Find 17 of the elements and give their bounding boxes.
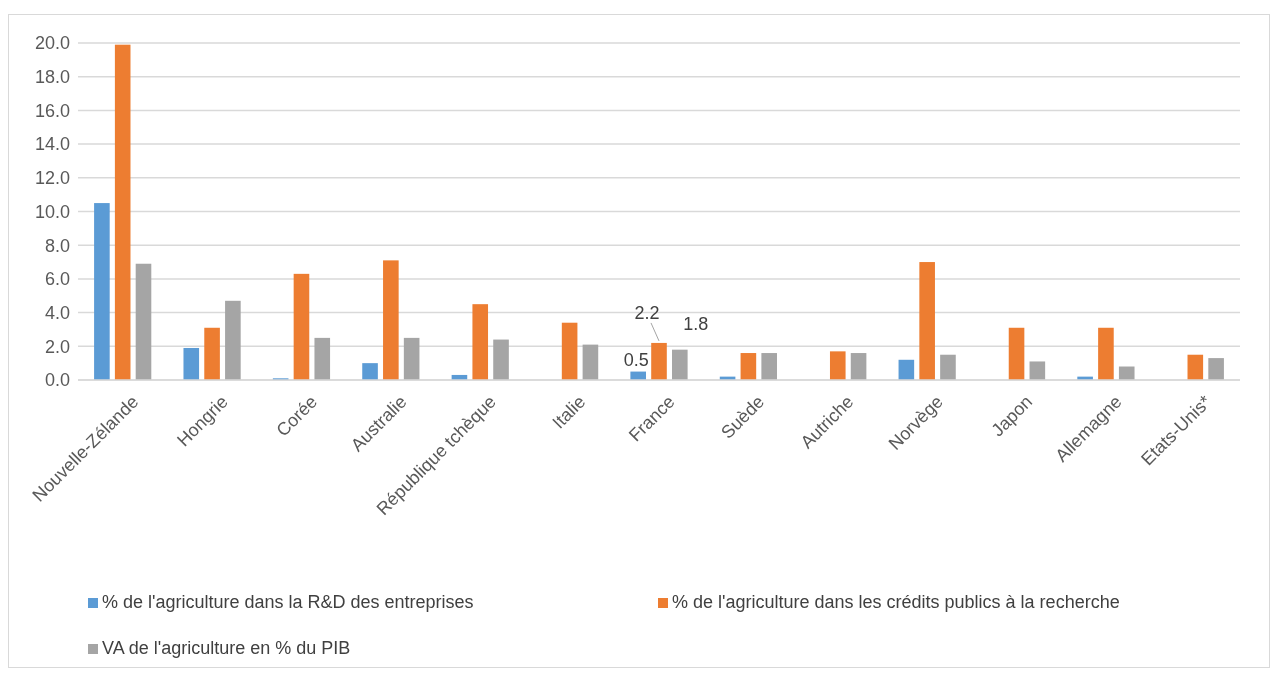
legend-label: VA de l'agriculture en % du PIB [102, 638, 351, 658]
data-label: 1.8 [683, 313, 709, 334]
y-tick-label: 10.0 [34, 201, 70, 222]
y-tick-label: 0.0 [44, 370, 70, 391]
y-tick-label: 12.0 [34, 168, 70, 189]
y-tick-label: 4.0 [44, 302, 70, 323]
y-tick-label: 20.0 [34, 33, 70, 54]
y-tick-label: 2.0 [44, 336, 70, 357]
y-tick-label: 6.0 [44, 269, 70, 290]
y-tick-label: 8.0 [44, 235, 70, 256]
data-label: 0.5 [623, 349, 649, 370]
y-tick-label: 14.0 [34, 134, 70, 155]
data-label: 2.2 [634, 302, 660, 323]
y-tick-label: 16.0 [34, 100, 70, 121]
legend-label: % de l'agriculture dans les crédits publics à la recherche [672, 592, 1120, 612]
y-tick-label: 18.0 [34, 67, 70, 87]
legend-label: % de l'agriculture dans la R&D des entreprises [102, 592, 474, 612]
